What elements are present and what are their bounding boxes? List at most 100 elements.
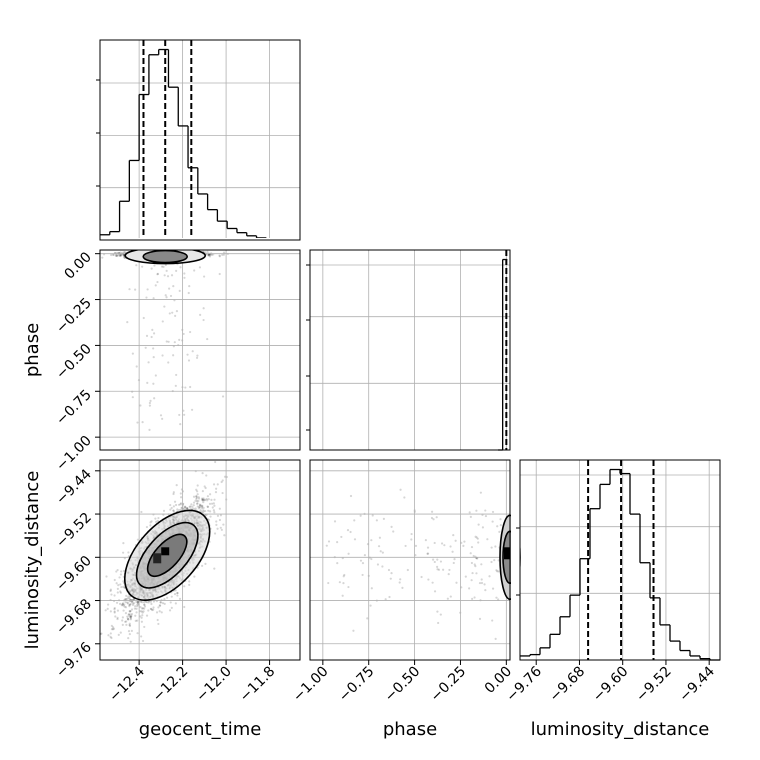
scatter-geo-phase-sparse-point-66	[150, 335, 153, 339]
scatter-geo-ld-point-1603	[156, 618, 159, 622]
scatter-phase-ld-point-61	[488, 575, 491, 578]
scatter-geo-phase-sparse-point-129	[148, 404, 152, 407]
scatter-geo-ld-point-807	[157, 622, 160, 626]
scatter-phase-ld-point-70	[478, 617, 482, 620]
scatter-geo-phase-sparse-point-118	[172, 354, 175, 357]
scatter-phase-ld-point-105	[480, 563, 483, 566]
scatter-geo-ld-point-2418	[172, 492, 175, 496]
scatter-geo-ld-point-2476	[124, 601, 127, 604]
scatter-phase-ld-point-139	[370, 539, 373, 542]
scatter-geo-ld-point-1786	[135, 600, 138, 604]
panel-frame-1-2	[309, 459, 511, 661]
scatter-geo-phase-sparse-point-127	[221, 395, 225, 398]
scatter-geo-ld-point-681	[143, 607, 146, 610]
scatter-geo-ld-point-741	[201, 472, 204, 475]
scatter-phase-ld-point-92	[491, 619, 494, 622]
scatter-phase-ld-point-41	[353, 519, 356, 522]
scatter-geo-phase-dense-point-1009	[119, 254, 122, 257]
scatter-geo-phase-sparse-point-94	[199, 313, 202, 316]
scatter-phase-ld-point-113	[471, 571, 474, 575]
scatter-geo-phase-sparse-point-78	[147, 361, 150, 364]
scatter-geo-ld-point-1811	[125, 594, 128, 598]
scatter-phase-ld-point-15	[426, 552, 429, 555]
scatter-phase-ld-point-146	[392, 530, 395, 533]
x-axis-label-2: luminosity_distance	[531, 719, 710, 740]
scatter-geo-ld-point-150	[192, 507, 195, 510]
scatter-phase-ld-point-159	[464, 575, 467, 578]
x-axis-label-1: phase	[383, 719, 437, 740]
scatter-geo-ld-point-2262	[200, 505, 204, 508]
scatter-phase-ld-point-68	[399, 488, 402, 491]
tick-label-bottom-geocent_time-0: −12.4	[106, 663, 148, 705]
scatter-geo-ld-point-2255	[180, 506, 183, 509]
scatter-geo-phase-dense-point-639	[221, 253, 224, 256]
scatter-phase-ld-point-175	[359, 559, 363, 562]
tick-label-bottom-luminosity_distance-3: −9.52	[633, 664, 675, 706]
scatter-geo-ld-point-2353	[195, 502, 199, 506]
scatter-geo-phase-sparse-point-46	[144, 346, 147, 349]
scatter-phase-ld-point-64	[468, 587, 471, 590]
scatter-phase-ld-point-81	[371, 514, 374, 517]
scatter-geo-ld-point-636	[128, 603, 132, 606]
scatter-phase-ld-point-145	[430, 510, 434, 513]
scatter-geo-ld-point-2295	[136, 632, 139, 635]
scatter-phase-ld-point-29	[470, 561, 474, 565]
scatter-geo-ld-point-1320	[152, 608, 155, 611]
scatter-geo-ld-point-309	[135, 607, 138, 610]
scatter-geo-ld-point-300	[129, 603, 132, 606]
scatter-geo-phase-sparse-point-126	[131, 396, 134, 399]
scatter-geo-phase-sparse-point-64	[152, 356, 155, 359]
scatter-geo-ld-point-1295	[100, 632, 103, 635]
scatter-phase-ld-point-45	[463, 540, 466, 543]
scatter-geo-phase-sparse-point-36	[128, 288, 131, 291]
scatter-phase-ld-point-76	[381, 551, 384, 554]
scatter-geo-phase-sparse-point-51	[146, 288, 149, 291]
scatter-phase-ld-point-112	[493, 559, 496, 562]
scatter-geo-ld-point-163	[123, 605, 126, 608]
scatter-geo-ld-point-234	[113, 610, 116, 613]
scatter-geo-phase-dense-point-407	[218, 255, 221, 258]
scatter-geo-phase-dense-point-894	[116, 254, 119, 258]
tick-label-bottom-luminosity_distance-2: −9.60	[590, 664, 632, 706]
tick-label-left-luminosity_distance-2: −9.60	[53, 553, 95, 595]
scatter-geo-ld-point-2308	[136, 619, 139, 622]
scatter-geo-ld-point-2526	[174, 589, 177, 592]
scatter-geo-phase-dense-point-543	[222, 251, 226, 254]
scatter-geo-phase-dense-point-762	[118, 254, 121, 257]
scatter-geo-phase-sparse-point-15	[206, 337, 209, 341]
scatter-phase-ld-point-134	[491, 587, 495, 590]
scatter-geo-ld-point-2286	[124, 612, 128, 615]
scatter-geo-ld-point-2474	[111, 626, 115, 629]
scatter-geo-ld-point-1665	[192, 501, 196, 504]
tick-label-left-luminosity_distance-4: −9.44	[53, 466, 95, 508]
scatter-geo-ld-point-858	[169, 508, 172, 511]
panel-frame-0-1	[99, 249, 301, 451]
scatter-geo-phase-sparse-point-27	[161, 417, 164, 420]
scatter-geo-phase-sparse-point-2	[165, 269, 168, 272]
scatter-geo-ld-point-816	[140, 510, 143, 514]
scatter-geo-ld-point-207	[213, 511, 216, 514]
scatter-geo-ld-point-1986	[199, 504, 202, 507]
scatter-geo-ld-point-2561	[142, 610, 145, 613]
scatter-geo-phase-sparse-point-34	[203, 275, 206, 278]
scatter-geo-ld-point-1106	[139, 606, 142, 609]
scatter-geo-ld-point-1719	[146, 601, 149, 604]
scatter-geo-ld-point-2359	[220, 528, 223, 531]
scatter-geo-ld-point-2330	[207, 509, 210, 512]
scatter-geo-ld-point-189	[128, 610, 132, 613]
scatter-geo-phase-sparse-point-124	[162, 265, 165, 268]
tick-label-left-phase-1: −0.75	[53, 387, 95, 429]
scatter-geo-phase-dense-point-964	[209, 253, 212, 256]
scatter-phase-ld-point-54	[436, 610, 439, 613]
scatter-geo-phase-dense-point-787	[208, 254, 211, 257]
scatter-geo-ld-point-1593	[129, 615, 133, 618]
scatter-geo-ld-point-72	[215, 523, 218, 526]
scatter-phase-ld-point-144	[430, 516, 434, 520]
scatter-phase-ld-point-111	[398, 581, 401, 584]
scatter-geo-ld-point-266	[136, 601, 139, 604]
scatter-geo-ld-point-459	[147, 601, 150, 604]
scatter-phase-ld-point-5	[361, 562, 365, 565]
scatter-geo-phase-sparse-point-69	[183, 413, 186, 416]
scatter-geo-ld-point-1202	[180, 496, 183, 499]
scatter-geo-ld-point-1306	[128, 615, 131, 618]
